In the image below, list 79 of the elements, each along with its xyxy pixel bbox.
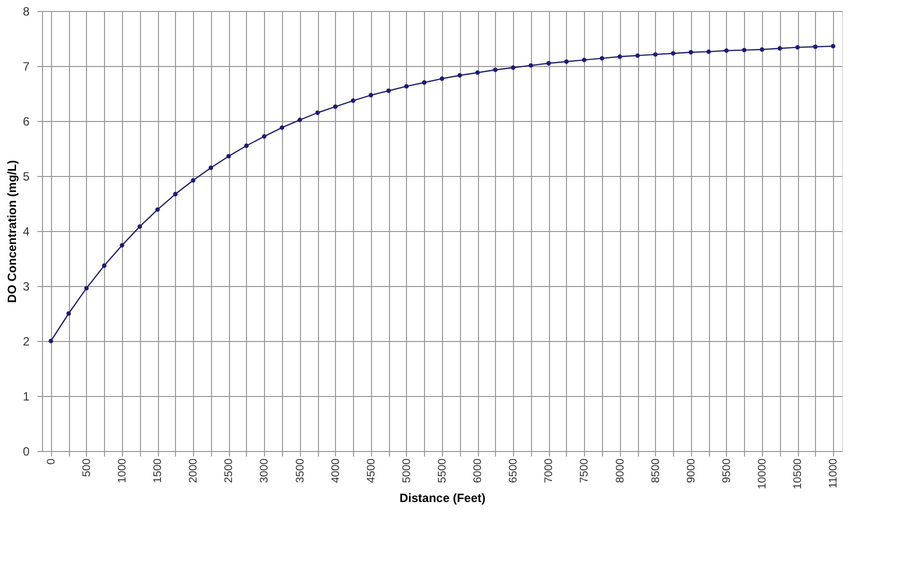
x-tick-label: 4500 [365,458,378,483]
point [244,144,249,148]
y-tick-label: 4 [22,224,30,238]
point [635,53,640,58]
x-tick-label: 1000 [116,458,128,483]
x-tick-label: 7500 [578,458,591,483]
point [653,52,658,57]
point [742,48,746,52]
point [546,61,551,66]
x-tick-label: 5500 [436,458,448,483]
point [368,92,374,98]
x-tick-label: 6500 [508,458,520,483]
y-tick-label: 3 [22,280,30,294]
x-tick-label: 4000 [330,458,342,483]
point [458,73,462,78]
x-tick-label: 500 [80,458,93,477]
point [475,70,480,75]
point [760,47,764,52]
point [208,166,214,170]
point [510,65,516,70]
point [226,154,231,158]
point [795,45,800,50]
x-tick-label: 3000 [258,458,271,483]
x-tick-label: 9000 [685,458,698,483]
point [138,224,142,229]
point [386,88,391,93]
point [155,207,160,212]
point [564,59,569,64]
point [422,80,426,85]
y-tick-label: 0 [22,444,30,458]
y-tick-label: 6 [22,114,30,128]
point [688,50,694,54]
point [262,134,266,139]
point [280,125,284,130]
x-tick-label: 1500 [152,458,164,483]
point [66,311,71,316]
point [582,58,586,62]
x-tick-label: 6000 [472,458,484,483]
point [813,44,818,49]
y-tick-label: 7 [22,60,30,74]
point [670,51,676,56]
x-tick-label: 11000 [828,458,840,488]
x-tick-label: 7000 [543,458,556,483]
y-tick-label: 8 [22,4,30,18]
x-tick-label: 10500 [792,458,804,490]
point [440,76,444,81]
y-tick-label: 2 [22,334,30,348]
y-tick-label: 5 [22,170,30,184]
x-tick-label: 0 [45,458,58,465]
x-tick-label: 9500 [720,458,733,483]
x-tick-label: 2000 [188,458,200,483]
x-tick-label: 8500 [650,458,662,483]
point [333,104,338,109]
point [706,49,711,54]
x-tick-label: 2500 [223,458,236,483]
point [778,46,782,51]
point [600,56,604,61]
point [190,178,196,183]
point [315,110,320,115]
x-tick-label: 8000 [614,458,626,483]
point [830,44,836,48]
y-axis-title: DO Concentration (mg/L) [4,160,19,303]
point [528,63,534,68]
x-axis-title: Distance (Feet) [399,491,486,506]
point [404,84,409,89]
x-tick-label: 5000 [400,458,413,483]
point [298,118,302,122]
point [48,338,54,344]
point [173,192,178,196]
point [724,48,729,53]
x-tick-label: 3500 [294,458,306,483]
point [102,263,106,268]
point [493,68,498,72]
point [84,286,89,290]
x-tick-label: 10000 [756,458,768,490]
y-tick-label: 1 [22,390,30,404]
point [350,98,356,103]
point [618,54,622,59]
point [120,243,124,248]
